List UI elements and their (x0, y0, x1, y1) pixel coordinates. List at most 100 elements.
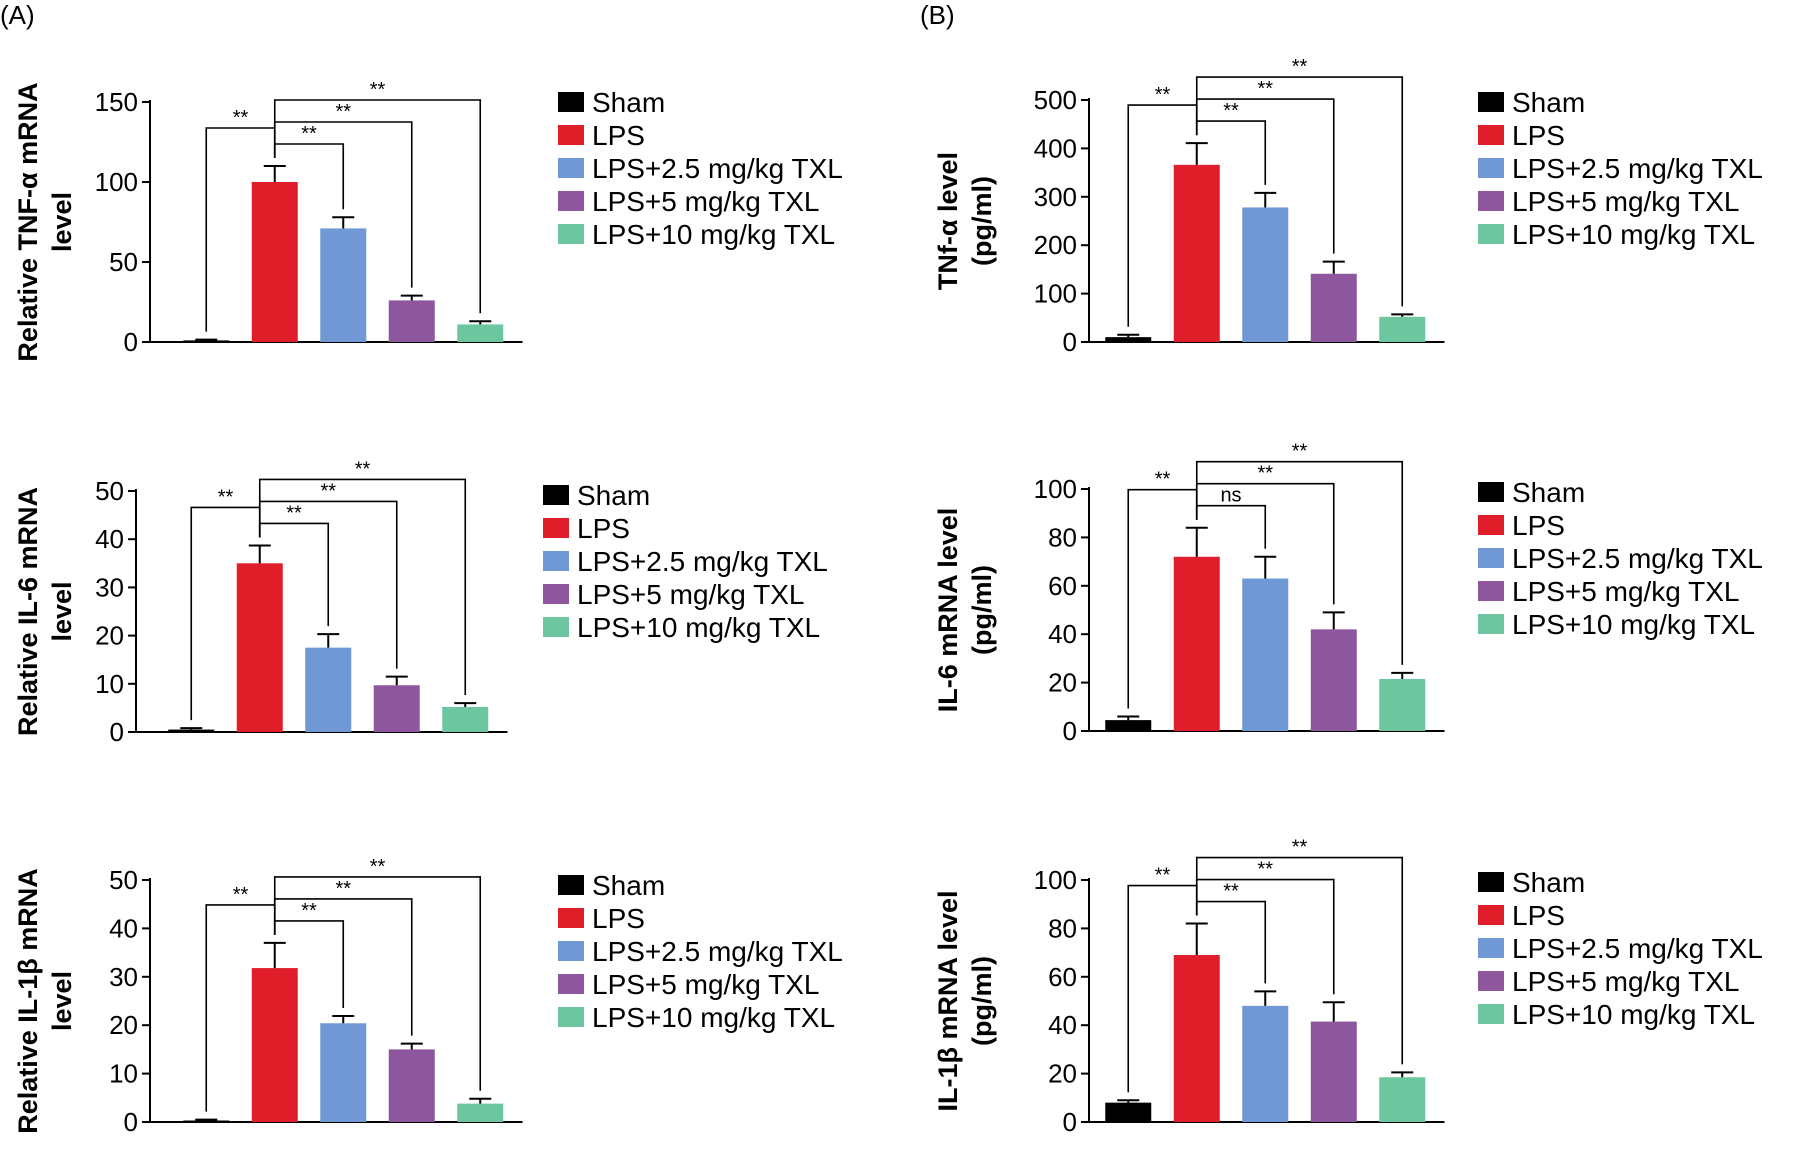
legend-label: LPS+10 mg/kg TXL (1512, 999, 1755, 1030)
bar (320, 228, 367, 342)
bar (183, 1120, 230, 1122)
bar (1105, 1102, 1152, 1122)
legend-swatch (558, 191, 584, 211)
bar (388, 1049, 435, 1122)
legend-swatch (543, 584, 569, 604)
chart-1: 0 50 100 150 Relative TNF-α mRNA level ** ** ** *… (13, 79, 843, 362)
legend-swatch (1478, 482, 1504, 502)
y-tick-label: 20 (95, 621, 124, 651)
significance-bracket (258, 478, 467, 696)
y-axis-label: Relative IL-6 mRNA (13, 487, 43, 736)
y-axis-label: level (47, 581, 77, 641)
significance-label: ** (1155, 865, 1171, 887)
significance-label: ** (1155, 84, 1171, 106)
bar (320, 1023, 367, 1122)
bar (251, 182, 298, 342)
y-axis-label: Relative TNF-α mRNA (13, 82, 43, 361)
legend-swatch (543, 551, 569, 571)
y-tick-label: 0 (1063, 716, 1077, 746)
legend-label: Sham (1512, 867, 1585, 898)
significance-label: ** (1257, 78, 1273, 100)
y-tick-label: 0 (110, 717, 124, 747)
legend-label: LPS+2.5 mg/kg TXL (1512, 543, 1763, 574)
legend-label: LPS+2.5 mg/kg TXL (592, 153, 843, 184)
legend-swatch (558, 941, 584, 961)
bar (1242, 578, 1289, 731)
y-axis-label: (pg/ml) (967, 176, 997, 266)
legend-swatch (558, 92, 584, 112)
legend-label: LPS (1512, 900, 1565, 931)
significance-bracket (1195, 76, 1404, 307)
significance-label: ** (1257, 463, 1273, 485)
legend-label: LPS (1512, 510, 1565, 541)
legend-swatch (558, 125, 584, 145)
bar (168, 729, 215, 732)
legend-swatch (1478, 614, 1504, 634)
y-tick-label: 200 (1034, 230, 1077, 260)
legend-label: LPS+10 mg/kg TXL (577, 612, 820, 643)
y-tick-label: 100 (1034, 279, 1077, 309)
y-tick-label: 500 (1034, 85, 1077, 115)
significance-label: ** (1223, 881, 1239, 903)
panel-label-b: (B) (920, 0, 955, 30)
y-axis-label: (pg/ml) (967, 956, 997, 1046)
legend-label: Sham (592, 870, 665, 901)
bar (457, 1103, 504, 1122)
bar (1310, 1021, 1357, 1122)
y-tick-label: 40 (95, 524, 124, 554)
significance-label: ** (1292, 56, 1308, 78)
legend-swatch (1478, 905, 1504, 925)
significance-label: ** (218, 486, 234, 508)
significance-label: ** (233, 107, 249, 129)
y-tick-label: 100 (1034, 474, 1077, 504)
significance-label: ** (1257, 859, 1273, 881)
bar (373, 685, 420, 732)
y-tick-label: 300 (1034, 182, 1077, 212)
bar (251, 968, 298, 1122)
y-axis-label: level (47, 971, 77, 1031)
significance-label: ** (335, 878, 351, 900)
y-tick-label: 60 (1048, 962, 1077, 992)
legend-swatch (558, 908, 584, 928)
legend-label: LPS+10 mg/kg TXL (1512, 219, 1755, 250)
y-tick-label: 100 (1034, 865, 1077, 895)
chart-5: 0 20 40 60 80 100 IL-6 mRNA level (pg/ml) ** ns **… (933, 441, 1763, 746)
legend-swatch (558, 875, 584, 895)
y-tick-label: 40 (1048, 619, 1077, 649)
y-tick-label: 30 (95, 572, 124, 602)
bar (1242, 207, 1289, 342)
legend-swatch (1478, 548, 1504, 568)
significance-label: ** (335, 101, 351, 123)
legend-swatch (1478, 224, 1504, 244)
bar (236, 563, 283, 732)
y-tick-label: 40 (109, 913, 138, 943)
legend-label: LPS (592, 903, 645, 934)
legend-label: LPS+5 mg/kg TXL (592, 969, 820, 1000)
legend-swatch (1478, 581, 1504, 601)
legend-label: LPS+2.5 mg/kg TXL (1512, 933, 1763, 964)
chart-4: 0 100 200 300 400 500 TNf-α level (pg/ml) ** ** **… (933, 56, 1763, 357)
legend-swatch (1478, 125, 1504, 145)
significance-bracket (273, 99, 482, 314)
bar (1173, 164, 1220, 342)
legend-swatch (1478, 872, 1504, 892)
y-tick-label: 100 (95, 167, 138, 197)
y-tick-label: 30 (109, 962, 138, 992)
legend-label: LPS+2.5 mg/kg TXL (577, 546, 828, 577)
bar (1105, 720, 1152, 731)
y-axis-label: IL-6 mRNA level (933, 508, 963, 713)
significance-label: ** (370, 856, 386, 878)
y-tick-label: 50 (95, 476, 124, 506)
legend-swatch (1478, 515, 1504, 535)
legend-swatch (558, 224, 584, 244)
y-tick-label: 10 (109, 1059, 138, 1089)
significance-label: ** (233, 884, 249, 906)
bar (1173, 556, 1220, 731)
significance-label: ** (1223, 100, 1239, 122)
y-tick-label: 80 (1048, 522, 1077, 552)
panel-label-a: (A) (0, 0, 35, 30)
bar (305, 647, 352, 732)
legend-label: LPS+2.5 mg/kg TXL (592, 936, 843, 967)
legend-label: LPS+10 mg/kg TXL (592, 1002, 835, 1033)
